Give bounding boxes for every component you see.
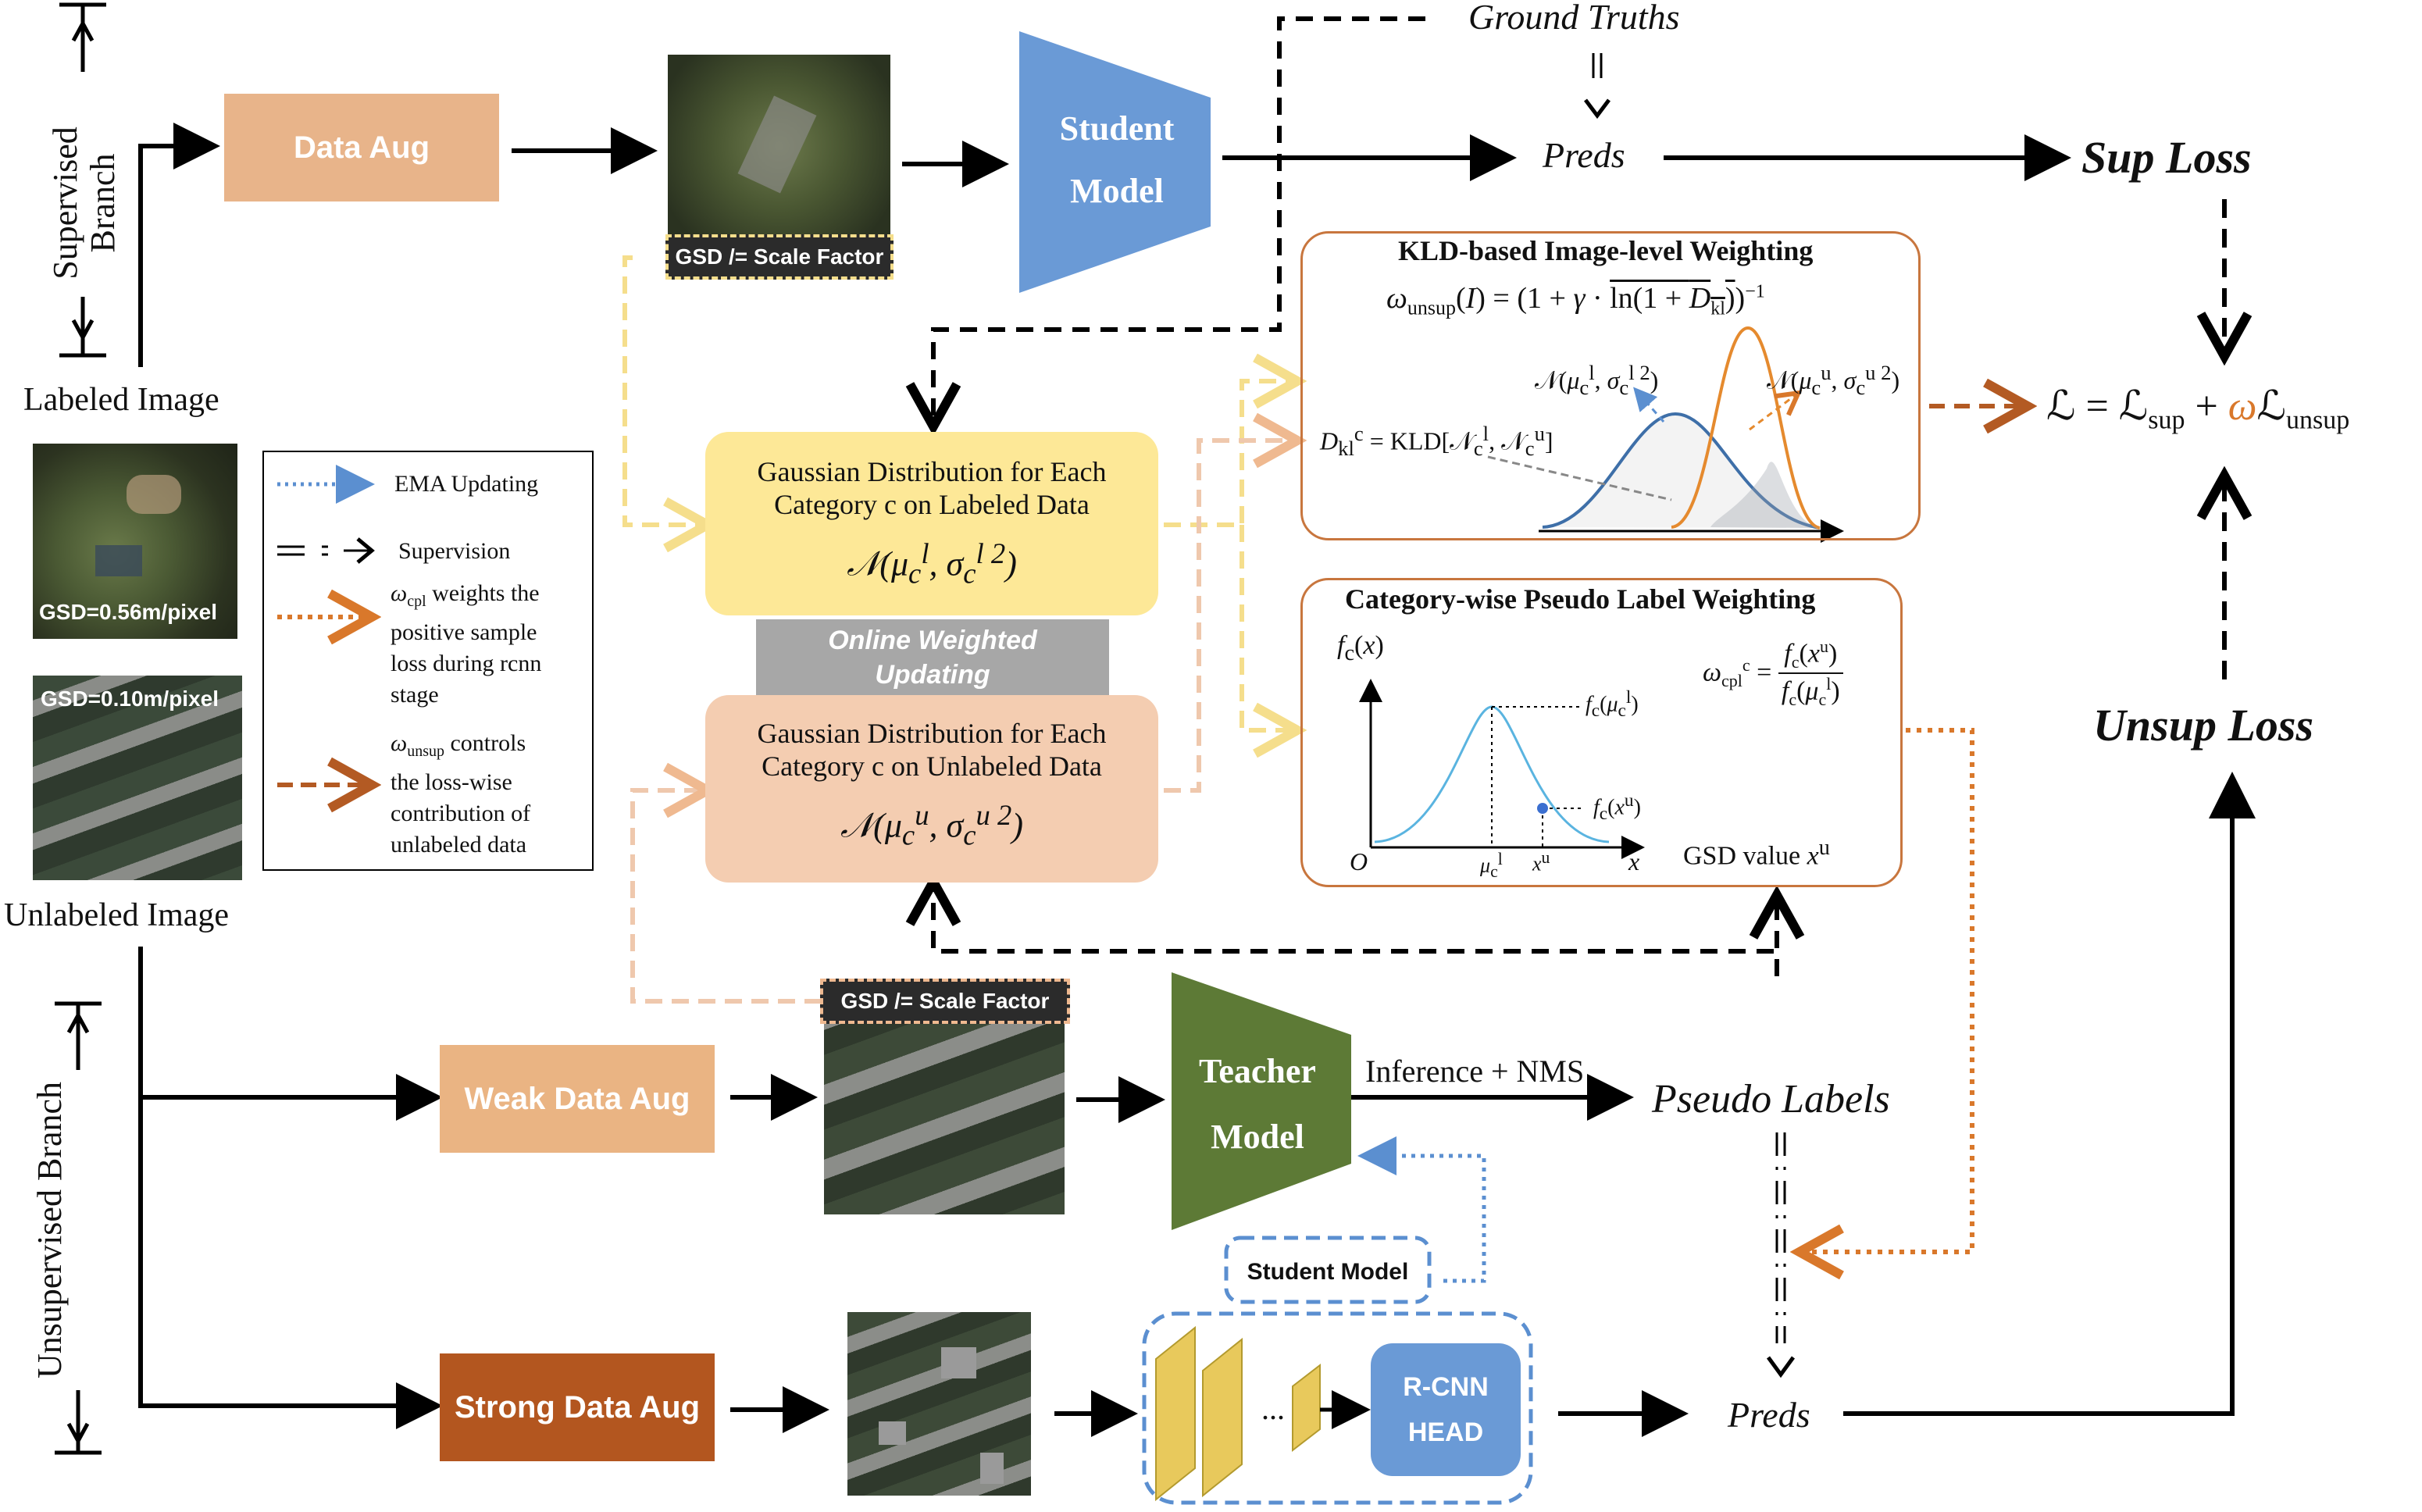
cpl-gsd-value-text: GSD value bbox=[1683, 841, 1801, 871]
cpl-fc-xu: fc(xu) bbox=[1593, 790, 1641, 824]
online-updating-box: Online Weighted Updating bbox=[756, 619, 1109, 696]
backbone-dots: ... bbox=[1261, 1391, 1285, 1426]
legend-unsup-line4: unlabeled data bbox=[391, 832, 527, 858]
teacher-model-label: Teacher Model bbox=[1179, 1039, 1336, 1170]
cpl-gsd-value: GSD value xu bbox=[1683, 836, 1830, 871]
inference-label: Inference + NMS bbox=[1365, 1054, 1585, 1089]
legend-cpl-line1: weights the bbox=[432, 580, 540, 606]
total-loss-formula: ℒ = ℒsup + ωℒunsup bbox=[2046, 384, 2350, 435]
legend-ema: EMA Updating bbox=[394, 471, 539, 497]
student-model-shape bbox=[1019, 31, 1211, 293]
supervised-branch-bracket bbox=[59, 2, 106, 358]
legend-cpl-line4: stage bbox=[391, 682, 439, 708]
strong-aug-box: Strong Data Aug bbox=[440, 1353, 715, 1461]
scale-tag-bottom: GSD /= Scale Factor bbox=[820, 979, 1070, 1024]
cpl-panel-title: Category-wise Pseudo Label Weighting bbox=[1345, 583, 1816, 615]
labeled-image-thumb: GSD=0.56m/pixel bbox=[33, 444, 237, 639]
cpl-x-axis: x bbox=[1628, 847, 1640, 875]
student-model-line2: Model bbox=[1070, 172, 1164, 210]
data-aug-label: Data Aug bbox=[293, 130, 430, 165]
unsupervised-branch-text: Unsupervised Branch bbox=[30, 1082, 69, 1379]
kld-panel-title: KLD-based Image-level Weighting bbox=[1398, 235, 1814, 266]
cpl-fc-axis: fc(x) bbox=[1337, 631, 1384, 665]
kld-labeled-dist: 𝒩(μcl, σcl 2) bbox=[1535, 361, 1659, 400]
kld-unlabeled-dist: 𝒩(μcu, σcu 2) bbox=[1767, 361, 1900, 400]
gaussian-unlabeled-box: Gaussian Distribution for Each Category … bbox=[705, 695, 1158, 883]
student-small-frame bbox=[1224, 1236, 1432, 1304]
backbone-layers bbox=[1155, 1325, 1321, 1502]
labeled-image-label: Labeled Image bbox=[23, 382, 219, 418]
sup-loss-label: Sup Loss bbox=[2081, 132, 2252, 183]
pseudo-labels-label: Pseudo Labels bbox=[1652, 1077, 1890, 1122]
student-model-label: Student Model bbox=[1039, 98, 1195, 223]
rcnn-head-line2: HEAD bbox=[1407, 1418, 1484, 1447]
supervised-branch-text: Supervised Branch bbox=[46, 127, 122, 280]
legend-unsup-line3: contribution of bbox=[391, 801, 531, 826]
unlabeled-gsd-label: GSD=0.10m/pixel bbox=[41, 686, 219, 711]
supervised-branch-label: Supervised Branch bbox=[46, 78, 125, 328]
strong-aug-label: Strong Data Aug bbox=[454, 1389, 701, 1425]
rcnn-head-box: R-CNN HEAD bbox=[1371, 1343, 1521, 1476]
gaussian-labeled-line2: Category c on Labeled Data bbox=[774, 489, 1090, 520]
legend-cpl: ωcpl weights the positive sample loss du… bbox=[391, 578, 541, 711]
gaussian-labeled-box: Gaussian Distribution for Each Category … bbox=[705, 432, 1158, 615]
gaussian-unlabeled-formula: 𝒩(μcu, σcu 2) bbox=[840, 799, 1023, 851]
student-model-line1: Student bbox=[1059, 109, 1175, 148]
online-updating-line2: Updating bbox=[875, 660, 990, 690]
kld-graph bbox=[1487, 326, 1844, 543]
teacher-model-line2: Model bbox=[1211, 1118, 1304, 1156]
student-small-label: Student Model bbox=[1247, 1259, 1409, 1285]
strong-aug-image bbox=[847, 1312, 1031, 1496]
unlabeled-image-label: Unlabeled Image bbox=[4, 897, 230, 933]
gaussian-labeled-formula: 𝒩(μcl, σcl 2) bbox=[847, 537, 1017, 590]
preds-bottom-label: Preds bbox=[1728, 1395, 1810, 1435]
scale-tag-top: GSD /= Scale Factor bbox=[665, 234, 894, 280]
labeled-gsd-label: GSD=0.56m/pixel bbox=[39, 600, 218, 624]
gaussian-unlabeled-line2: Category c on Unlabeled Data bbox=[762, 751, 1102, 782]
legend-cpl-line2: positive sample bbox=[391, 619, 537, 645]
teacher-model-line1: Teacher bbox=[1199, 1052, 1316, 1090]
scale-tag-bottom-label: GSD /= Scale Factor bbox=[840, 989, 1050, 1013]
gaussian-unlabeled-line1: Gaussian Distribution for Each bbox=[757, 718, 1107, 749]
unsupervised-branch-bracket bbox=[55, 1001, 102, 1455]
ground-truths-label: Ground Truths bbox=[1468, 0, 1680, 37]
cpl-weight-formula: ωcplc = fc(xu) fc(μcl) bbox=[1703, 637, 1843, 710]
kld-divergence: Dklc = KLD[𝒩cl, 𝒩cu] bbox=[1320, 422, 1553, 461]
cpl-origin: O bbox=[1350, 847, 1368, 875]
weak-aug-box: Weak Data Aug bbox=[440, 1045, 715, 1153]
cpl-graph bbox=[1359, 679, 1645, 859]
kld-panel bbox=[1300, 231, 1921, 540]
cpl-mu-tick: μcl bbox=[1480, 850, 1503, 881]
cpl-panel bbox=[1300, 578, 1903, 887]
supervised-aug-image bbox=[668, 55, 890, 258]
cpl-fc-mu: fc(μcl) bbox=[1586, 687, 1639, 721]
legend-supervision: Supervision bbox=[398, 538, 511, 564]
teacher-model-shape bbox=[1172, 972, 1351, 1230]
gaussian-labeled-line1: Gaussian Distribution for Each bbox=[757, 456, 1107, 487]
student-backbone-frame bbox=[1142, 1311, 1533, 1505]
kld-weight-formula: ωunsup(I) = (1 + γ · ln(1 + Dkl))−1 bbox=[1386, 281, 1765, 319]
rcnn-head-line1: R-CNN bbox=[1403, 1372, 1489, 1402]
legend-unsup: ωunsup controls the loss-wise contributi… bbox=[391, 728, 530, 861]
data-aug-box: Data Aug bbox=[224, 94, 499, 201]
cpl-xu-tick: xu bbox=[1532, 848, 1550, 875]
scale-tag-top-label: GSD /= Scale Factor bbox=[675, 244, 884, 269]
legend-unsup-line2: the loss-wise bbox=[391, 769, 512, 795]
legend-unsup-line1: controls bbox=[450, 730, 526, 756]
unsup-loss-label: Unsup Loss bbox=[2093, 700, 2314, 751]
online-updating-line1: Online Weighted bbox=[828, 626, 1037, 655]
unsupervised-branch-label: Unsupervised Branch bbox=[30, 1074, 109, 1386]
weak-aug-label: Weak Data Aug bbox=[464, 1081, 690, 1116]
legend-cpl-line3: loss during rcnn bbox=[391, 651, 542, 676]
unlabeled-image-thumb: GSD=0.10m/pixel bbox=[33, 676, 242, 880]
preds-top-label: Preds bbox=[1543, 135, 1625, 175]
legend-box bbox=[262, 451, 594, 871]
